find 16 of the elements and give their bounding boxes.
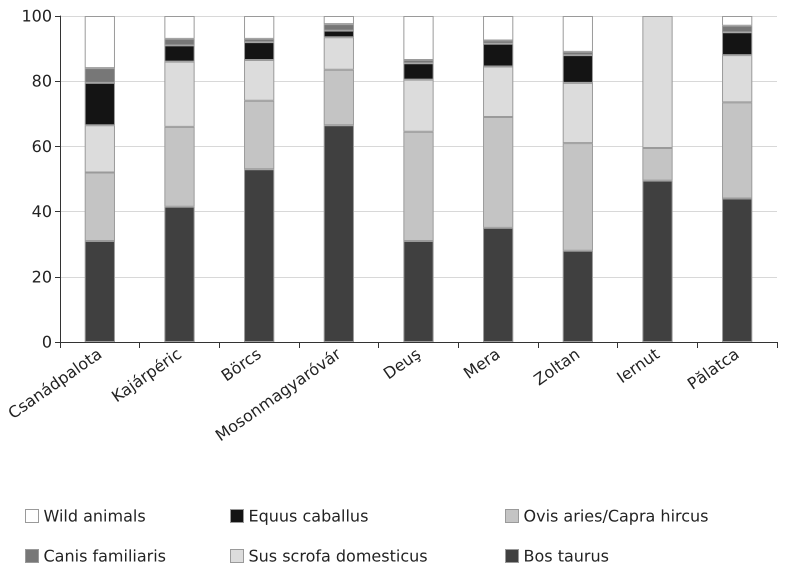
legend-label: Wild animals [44, 506, 146, 526]
y-tick-label: 80 [32, 72, 52, 91]
y-tick-label: 100 [21, 6, 52, 26]
legend-label: Equus caballus [248, 506, 368, 526]
y-tick-label: 20 [32, 267, 52, 286]
legend-label: Ovis aries/Capra hircus [524, 506, 709, 526]
bar [244, 16, 274, 39]
bar [403, 16, 434, 60]
legend-label: Sus scrofa domesticus [248, 546, 428, 566]
bar [562, 16, 593, 52]
legend-label: Bos taurus [524, 546, 609, 566]
y-tick-label: 0 [42, 332, 52, 352]
y-tick-label: 40 [32, 202, 52, 222]
bar [483, 16, 514, 40]
y-tick-label: 60 [32, 136, 52, 156]
legend-label: Canis familiaris [44, 546, 166, 566]
